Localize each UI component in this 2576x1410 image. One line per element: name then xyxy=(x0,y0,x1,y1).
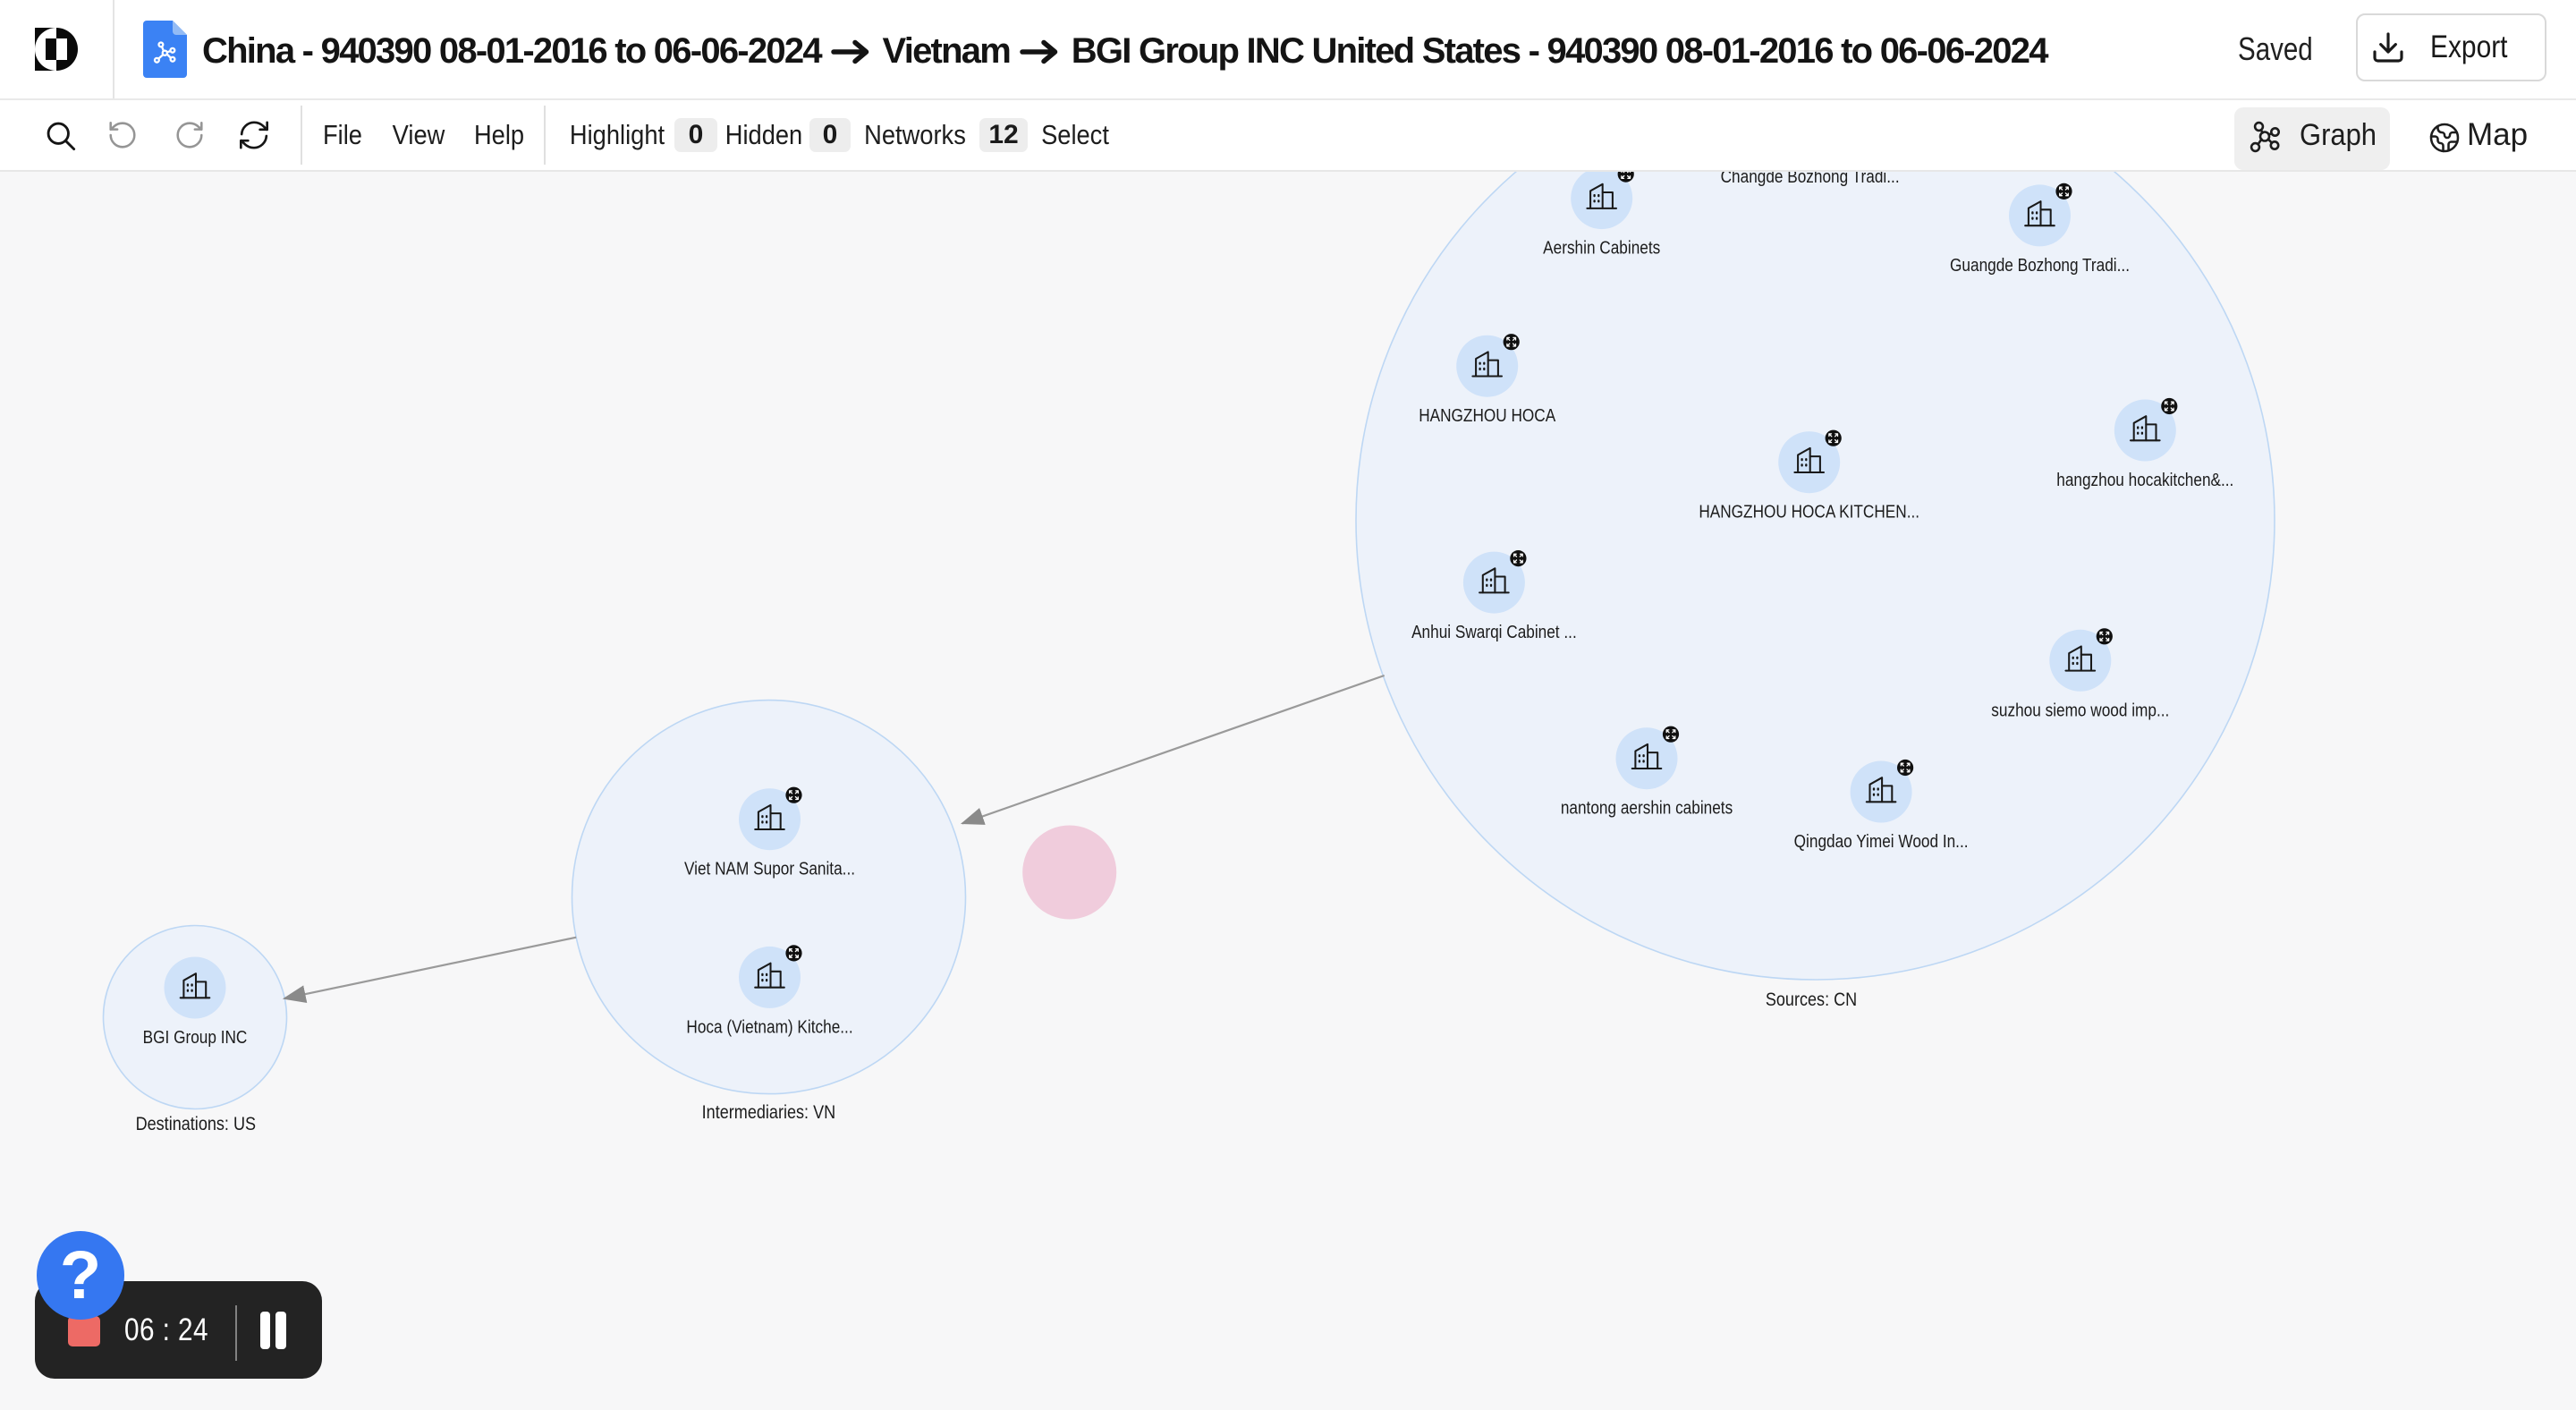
svg-text:Qingdao Yimei Wood In...: Qingdao Yimei Wood In... xyxy=(1794,832,1969,853)
svg-text:nantong aershin cabinets: nantong aershin cabinets xyxy=(1561,798,1733,819)
svg-text:Changde Bozhong Tradi...: Changde Bozhong Tradi... xyxy=(1721,167,1900,188)
svg-text:Anhui Swarqi Cabinet ...: Anhui Swarqi Cabinet ... xyxy=(1411,623,1577,643)
svg-text:HANGZHOU HOCA KITCHEN...: HANGZHOU HOCA KITCHEN... xyxy=(1699,502,1919,522)
svg-text:hangzhou hocakitchen&...: hangzhou hocakitchen&... xyxy=(2056,471,2233,491)
svg-text:Hoca (Vietnam) Kitche...: Hoca (Vietnam) Kitche... xyxy=(686,1017,852,1038)
svg-text:Sources: CN: Sources: CN xyxy=(1766,990,1857,1011)
svg-text:Guangde Bozhong Tradi...: Guangde Bozhong Tradi... xyxy=(1950,256,2130,276)
svg-text:Destinations: US: Destinations: US xyxy=(136,1114,256,1135)
svg-text:suzhou siemo wood imp...: suzhou siemo wood imp... xyxy=(1991,701,2169,721)
svg-text:Intermediaries: VN: Intermediaries: VN xyxy=(702,1102,835,1124)
svg-text:Aershin Cabinets: Aershin Cabinets xyxy=(1543,238,1660,259)
svg-text:Viet NAM Supor Sanita...: Viet NAM Supor Sanita... xyxy=(684,859,855,879)
svg-text:BGI Group INC: BGI Group INC xyxy=(143,1028,248,1049)
svg-text:HANGZHOU HOCA: HANGZHOU HOCA xyxy=(1419,406,1555,427)
